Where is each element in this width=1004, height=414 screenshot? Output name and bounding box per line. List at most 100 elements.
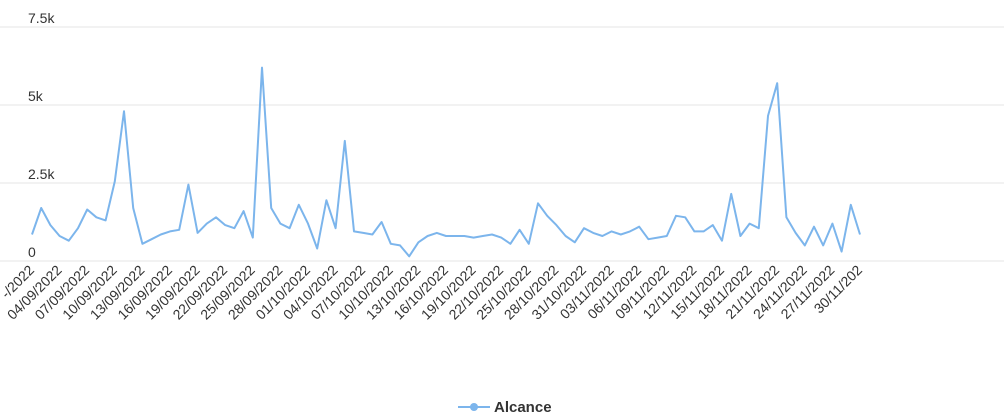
data-point[interactable] bbox=[185, 182, 191, 188]
data-point[interactable] bbox=[756, 225, 762, 231]
data-point[interactable] bbox=[195, 230, 201, 236]
data-point[interactable] bbox=[29, 232, 35, 238]
data-point[interactable] bbox=[765, 113, 771, 119]
data-point[interactable] bbox=[452, 233, 458, 239]
data-point[interactable] bbox=[47, 222, 53, 228]
data-point[interactable] bbox=[636, 224, 642, 230]
data-point[interactable] bbox=[857, 232, 863, 238]
data-point[interactable] bbox=[351, 228, 357, 234]
data-point[interactable] bbox=[710, 222, 716, 228]
data-point[interactable] bbox=[204, 221, 210, 227]
data-point[interactable] bbox=[434, 230, 440, 236]
data-point[interactable] bbox=[517, 227, 523, 233]
data-point[interactable] bbox=[498, 235, 504, 241]
data-point[interactable] bbox=[250, 235, 256, 241]
data-point[interactable] bbox=[296, 202, 302, 208]
data-point[interactable] bbox=[747, 221, 753, 227]
data-point[interactable] bbox=[774, 80, 780, 86]
data-point[interactable] bbox=[57, 233, 63, 239]
data-point[interactable] bbox=[829, 221, 835, 227]
data-point[interactable] bbox=[425, 233, 431, 239]
data-point[interactable] bbox=[655, 235, 661, 241]
legend[interactable]: Alcance bbox=[458, 399, 552, 414]
data-point[interactable] bbox=[231, 225, 237, 231]
data-point[interactable] bbox=[489, 232, 495, 238]
data-point[interactable] bbox=[139, 241, 145, 247]
data-point[interactable] bbox=[471, 235, 477, 241]
data-point[interactable] bbox=[415, 239, 421, 245]
data-point[interactable] bbox=[388, 241, 394, 247]
data-point[interactable] bbox=[268, 205, 274, 211]
data-point[interactable] bbox=[581, 225, 587, 231]
data-point[interactable] bbox=[38, 205, 44, 211]
data-point[interactable] bbox=[535, 200, 541, 206]
data-point[interactable] bbox=[563, 233, 569, 239]
grid-lines bbox=[0, 26, 1004, 262]
data-point[interactable] bbox=[480, 233, 486, 239]
data-point[interactable] bbox=[664, 233, 670, 239]
data-point[interactable] bbox=[719, 238, 725, 244]
data-point[interactable] bbox=[737, 233, 743, 239]
data-point[interactable] bbox=[241, 208, 247, 214]
data-point[interactable] bbox=[213, 214, 219, 220]
data-point[interactable] bbox=[673, 213, 679, 219]
data-point[interactable] bbox=[333, 225, 339, 231]
data-point[interactable] bbox=[397, 242, 403, 248]
data-point[interactable] bbox=[443, 233, 449, 239]
data-point[interactable] bbox=[802, 242, 808, 248]
data-point[interactable] bbox=[379, 219, 385, 225]
data-point[interactable] bbox=[599, 233, 605, 239]
data-point[interactable] bbox=[811, 224, 817, 230]
data-point[interactable] bbox=[66, 238, 72, 244]
data-point[interactable] bbox=[848, 202, 854, 208]
y-axis: 0 2.5k 5k 7.5k bbox=[28, 10, 55, 260]
data-point[interactable] bbox=[590, 230, 596, 236]
data-point[interactable] bbox=[103, 217, 109, 223]
data-point[interactable] bbox=[618, 232, 624, 238]
data-point[interactable] bbox=[360, 230, 366, 236]
data-point[interactable] bbox=[553, 222, 559, 228]
data-point[interactable] bbox=[287, 225, 293, 231]
data-point[interactable] bbox=[820, 242, 826, 248]
data-point[interactable] bbox=[149, 236, 155, 242]
data-point[interactable] bbox=[130, 205, 136, 211]
data-point[interactable] bbox=[176, 227, 182, 233]
data-point[interactable] bbox=[342, 138, 348, 144]
data-point[interactable] bbox=[839, 249, 845, 255]
data-point[interactable] bbox=[793, 230, 799, 236]
data-point[interactable] bbox=[691, 228, 697, 234]
data-point[interactable] bbox=[728, 191, 734, 197]
data-point[interactable] bbox=[112, 178, 118, 184]
data-point[interactable] bbox=[259, 65, 265, 71]
data-point[interactable] bbox=[75, 225, 81, 231]
y-tick-label: 7.5k bbox=[28, 10, 55, 26]
data-point[interactable] bbox=[526, 241, 532, 247]
data-point[interactable] bbox=[305, 221, 311, 227]
series-line-alcance[interactable] bbox=[31, 66, 861, 258]
data-point[interactable] bbox=[507, 241, 513, 247]
legend-label[interactable]: Alcance bbox=[494, 399, 552, 414]
data-point[interactable] bbox=[222, 222, 228, 228]
data-point[interactable] bbox=[369, 232, 375, 238]
data-point[interactable] bbox=[645, 236, 651, 242]
data-point[interactable] bbox=[461, 233, 467, 239]
data-point[interactable] bbox=[323, 197, 329, 203]
data-point[interactable] bbox=[277, 221, 283, 227]
data-point[interactable] bbox=[121, 108, 127, 114]
data-point[interactable] bbox=[783, 214, 789, 220]
data-point[interactable] bbox=[609, 228, 615, 234]
data-point[interactable] bbox=[314, 246, 320, 252]
data-point[interactable] bbox=[544, 213, 550, 219]
data-point[interactable] bbox=[84, 207, 90, 213]
data-point[interactable] bbox=[572, 239, 578, 245]
data-point[interactable] bbox=[627, 228, 633, 234]
data-point[interactable] bbox=[406, 253, 412, 259]
data-point[interactable] bbox=[93, 214, 99, 220]
series-group bbox=[29, 65, 863, 259]
x-axis: -/202204/09/202207/09/202210/09/202213/0… bbox=[0, 262, 865, 323]
data-point[interactable] bbox=[682, 214, 688, 220]
data-point[interactable] bbox=[158, 232, 164, 238]
data-point[interactable] bbox=[167, 228, 173, 234]
data-point[interactable] bbox=[701, 228, 707, 234]
